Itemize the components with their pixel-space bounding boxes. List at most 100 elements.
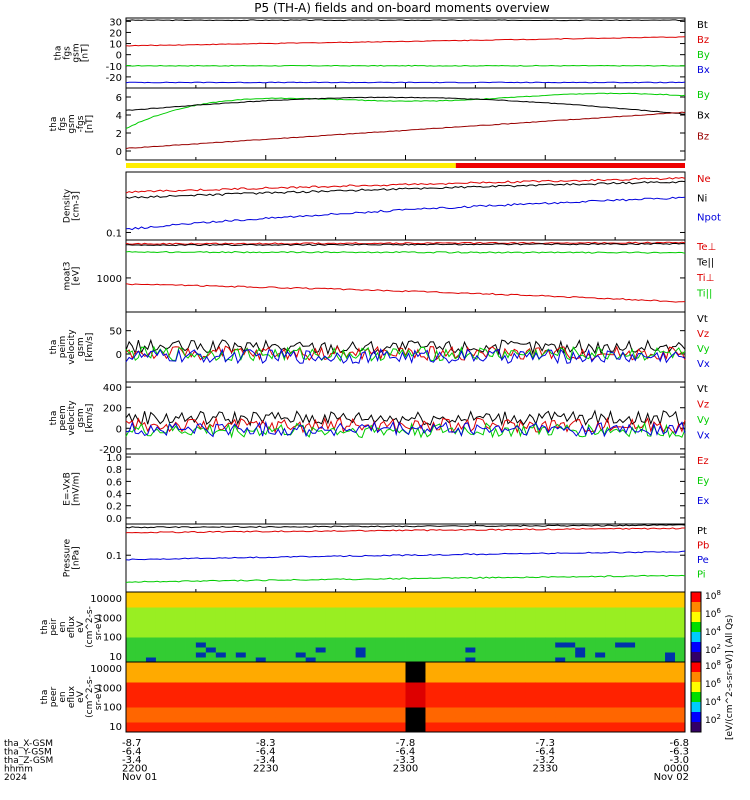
spec-cell: [475, 592, 486, 598]
spec-cell: [126, 657, 137, 663]
colorbar-cell: [691, 682, 701, 693]
spec-cell: [126, 642, 137, 648]
spec-cell: [185, 637, 197, 643]
spec-cell: [545, 692, 556, 698]
ylabel-line: fgs: [63, 46, 73, 60]
spec-cell: [585, 697, 596, 703]
spec-cell: [435, 712, 446, 718]
spec-cell: [455, 687, 466, 693]
spec-cell: [415, 607, 426, 613]
spec-cell: [155, 702, 167, 708]
spec-cell: [175, 632, 187, 638]
spec-cell: [395, 607, 406, 613]
spec-cell: [265, 727, 277, 733]
panel-ylabel: thapeerenefluxeV(cm^2-s-sr-eV): [40, 676, 104, 718]
spec-cell: [585, 592, 596, 598]
spec-cell: [285, 697, 297, 703]
spec-cell: [155, 617, 167, 623]
spec-cell: [175, 727, 187, 733]
spec-cell: [275, 642, 287, 648]
spec-cell: [625, 717, 636, 723]
spec-cell: [265, 592, 277, 598]
axis-row-value: 2230: [253, 764, 278, 775]
spec-cell: [435, 612, 446, 618]
spec-cell: [385, 682, 397, 688]
spec-cell: [475, 682, 486, 688]
spec-cell: [345, 677, 357, 683]
spec-cell: [195, 687, 207, 693]
spec-cell: [655, 722, 666, 728]
spec-cell: [285, 627, 297, 633]
spec-cell: [255, 602, 267, 608]
spec-cell: [645, 687, 656, 693]
spec-cell: [675, 632, 686, 638]
spec-cell: [235, 682, 247, 688]
spec-cell: [275, 722, 287, 728]
axis-row-value: -6.3: [669, 747, 689, 758]
spec-cell: [175, 667, 187, 673]
spec-cell: [595, 652, 606, 658]
spec-cell: [255, 607, 267, 613]
spec-cell: [585, 712, 596, 718]
spec-cell: [385, 612, 397, 618]
spec-cell: [425, 617, 436, 623]
spec-cell: [395, 657, 406, 663]
spec-cell: [155, 727, 167, 733]
spec-cell: [155, 597, 167, 603]
spec-cell: [175, 657, 187, 663]
spec-cell: [365, 597, 377, 603]
y-tick-label: 0.1: [106, 228, 122, 239]
spec-cell: [195, 662, 207, 668]
spec-cell: [155, 622, 167, 628]
panel-frame: [125, 17, 686, 89]
spec-cell: [445, 722, 456, 728]
spec-cell: [145, 617, 157, 623]
spec-cell: [325, 627, 337, 633]
spec-cell: [445, 712, 456, 718]
spec-cell: [585, 702, 596, 708]
spec-cell: [225, 592, 237, 598]
spec-cell: [195, 642, 207, 648]
spec-cell: [515, 592, 526, 598]
spec-cell: [385, 712, 397, 718]
spec-cell: [275, 687, 287, 693]
spec-cell: [205, 647, 217, 653]
axis-row-value: -3.2: [535, 755, 555, 766]
spec-cell: [265, 702, 277, 708]
spec-cell: [535, 612, 546, 618]
spec-cell: [515, 697, 526, 703]
spec-cell: [675, 602, 686, 608]
spec-cell: [605, 672, 616, 678]
cb-base: 10: [705, 662, 717, 672]
spec-cell: [435, 602, 446, 608]
spec-cell: [545, 667, 556, 673]
spec-cell: [455, 647, 466, 653]
spec-cell: [155, 712, 167, 718]
spec-cell: [515, 612, 526, 618]
spec-cell: [295, 727, 307, 733]
spec-cell: [495, 627, 506, 633]
spec-cell: [635, 592, 646, 598]
spec-cell: [475, 612, 486, 618]
spec-cell: [255, 642, 267, 648]
spec-cell: [385, 607, 397, 613]
spec-cell: [605, 607, 616, 613]
spec-cell: [265, 682, 277, 688]
panel-ylabel: thapeemvelocitygsm[km/s]: [49, 400, 95, 436]
spec-cell: [245, 677, 257, 683]
spec-cell: [625, 667, 636, 673]
spec-cell: [215, 717, 227, 723]
spec-cell: [365, 692, 377, 698]
spec-cell: [425, 682, 436, 688]
spec-cell: [495, 647, 506, 653]
spec-cell: [435, 697, 446, 703]
spec-cell: [215, 722, 227, 728]
spec-cell: [345, 682, 357, 688]
spec-cell: [545, 657, 556, 663]
colorbar-cell: [691, 692, 701, 703]
spec-cell: [545, 707, 556, 713]
spec-cell: [465, 627, 476, 633]
spec-cell: [555, 627, 566, 633]
